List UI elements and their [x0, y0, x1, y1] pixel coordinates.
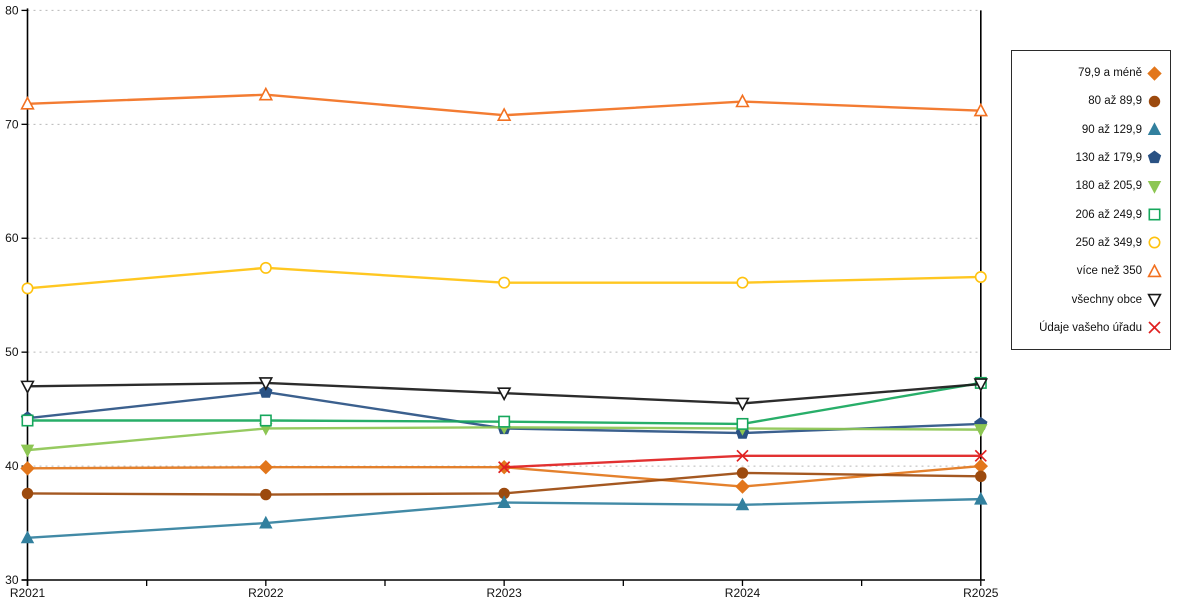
legend-label: 79,9 a méně — [1078, 67, 1142, 79]
series-2 — [21, 467, 987, 501]
data-point-marker — [1147, 293, 1162, 308]
data-point-marker — [498, 415, 511, 428]
legend-label: Údaje vašeho úřadu — [1039, 321, 1142, 334]
data-point-marker — [1147, 122, 1162, 136]
data-point-marker — [20, 530, 35, 544]
data-point-marker — [20, 380, 35, 395]
data-point-marker — [735, 497, 750, 511]
data-point-marker — [21, 414, 34, 427]
legend-item: 80 až 89,9 — [1016, 88, 1162, 114]
data-point-marker — [1148, 208, 1161, 221]
data-point-marker — [1148, 236, 1161, 249]
legend-label: 206 až 249,9 — [1075, 208, 1142, 221]
legend-marker-x — [1148, 321, 1161, 335]
series-7 — [21, 261, 987, 295]
y-tick-label: 80 — [5, 3, 19, 17]
chart-legend: 79,9 a méně 80 až 89,9 90 až 129,9 130 až 1… — [1011, 50, 1171, 350]
x-tick-label: R2024 — [725, 586, 761, 600]
legend-marker-diamond — [1147, 65, 1162, 81]
data-point-marker — [259, 515, 273, 529]
y-tick-label: 60 — [5, 231, 19, 245]
legend-label: 250 až 349,9 — [1075, 236, 1142, 249]
legend-marker-circle — [1148, 236, 1161, 249]
data-point-marker — [974, 424, 988, 437]
data-point-marker — [736, 417, 749, 430]
data-point-marker — [1148, 95, 1161, 108]
data-point-marker — [736, 449, 749, 462]
legend-item: 130 až 179,9 — [1016, 145, 1162, 171]
data-point-marker — [1148, 321, 1161, 335]
data-point-marker — [259, 414, 272, 427]
data-point-marker — [21, 487, 34, 500]
data-point-marker — [735, 93, 750, 108]
legend-marker-triangle-up — [1147, 122, 1162, 136]
legend-item: 79,9 a méně — [1016, 60, 1162, 86]
legend-marker-pentagon — [1147, 150, 1162, 164]
series-10 — [498, 449, 987, 474]
data-point-marker — [258, 460, 274, 475]
data-point-marker — [258, 377, 274, 391]
legend-item: 250 až 349,9 — [1016, 230, 1162, 256]
legend-item: Údaje vašeho úřadu — [1016, 315, 1162, 341]
legend-marker-circle — [1148, 95, 1161, 108]
series-3 — [20, 491, 988, 544]
data-point-marker — [20, 461, 35, 476]
data-point-marker — [1147, 65, 1162, 81]
legend-marker-triangle-up — [1147, 263, 1162, 278]
data-point-marker — [735, 479, 750, 494]
data-point-marker — [259, 385, 273, 398]
data-point-marker — [735, 397, 750, 412]
legend-item: 180 až 205,9 — [1016, 173, 1162, 199]
legend-marker-square — [1148, 208, 1161, 221]
legend-label: 90 až 129,9 — [1081, 123, 1142, 136]
data-point-marker — [21, 282, 34, 295]
data-point-marker — [498, 461, 511, 474]
legend-label: všechny obce — [1071, 293, 1142, 306]
legend-label: 130 až 179,9 — [1075, 151, 1142, 164]
data-point-marker — [974, 491, 988, 505]
x-tick-label: R2021 — [10, 586, 46, 600]
legend-marker-triangle-down — [1147, 293, 1162, 308]
legend-label: více než 350 — [1076, 265, 1142, 278]
data-point-marker — [1147, 263, 1162, 278]
series-9 — [20, 377, 989, 412]
legend-item: více než 350 — [1016, 258, 1162, 284]
data-point-marker — [973, 102, 989, 117]
legend-label: 180 až 205,9 — [1075, 180, 1142, 193]
data-point-marker — [496, 387, 512, 402]
series-line — [504, 454, 981, 469]
y-tick-label: 30 — [5, 573, 19, 587]
data-point-marker — [260, 488, 272, 501]
data-point-marker — [20, 95, 35, 110]
data-point-marker — [974, 449, 987, 462]
data-point-marker — [736, 467, 749, 479]
data-point-marker — [974, 270, 987, 283]
x-tick-label: R2023 — [486, 586, 522, 600]
data-point-marker — [259, 261, 272, 274]
data-point-marker — [258, 86, 274, 101]
data-point-marker — [496, 107, 512, 121]
x-tick-label: R2025 — [963, 586, 999, 600]
y-tick-label: 50 — [5, 345, 19, 359]
data-point-marker — [1147, 180, 1162, 194]
legend-label: 80 až 89,9 — [1088, 95, 1142, 108]
legend-item: 206 až 249,9 — [1016, 202, 1162, 228]
x-tick-label: R2022 — [248, 586, 284, 600]
data-point-marker — [736, 276, 749, 289]
series-8 — [20, 86, 989, 121]
data-point-marker — [1147, 150, 1162, 164]
legend-item: 90 až 129,9 — [1016, 117, 1162, 143]
data-point-marker — [498, 276, 511, 289]
legend-item: všechny obce — [1016, 287, 1162, 313]
y-tick-label: 70 — [5, 117, 19, 131]
data-point-marker — [973, 378, 989, 392]
y-tick-label: 40 — [5, 459, 19, 473]
legend-marker-triangle-down — [1147, 180, 1162, 194]
data-point-marker — [20, 444, 35, 458]
data-point-marker — [497, 495, 511, 508]
data-point-marker — [975, 470, 987, 483]
